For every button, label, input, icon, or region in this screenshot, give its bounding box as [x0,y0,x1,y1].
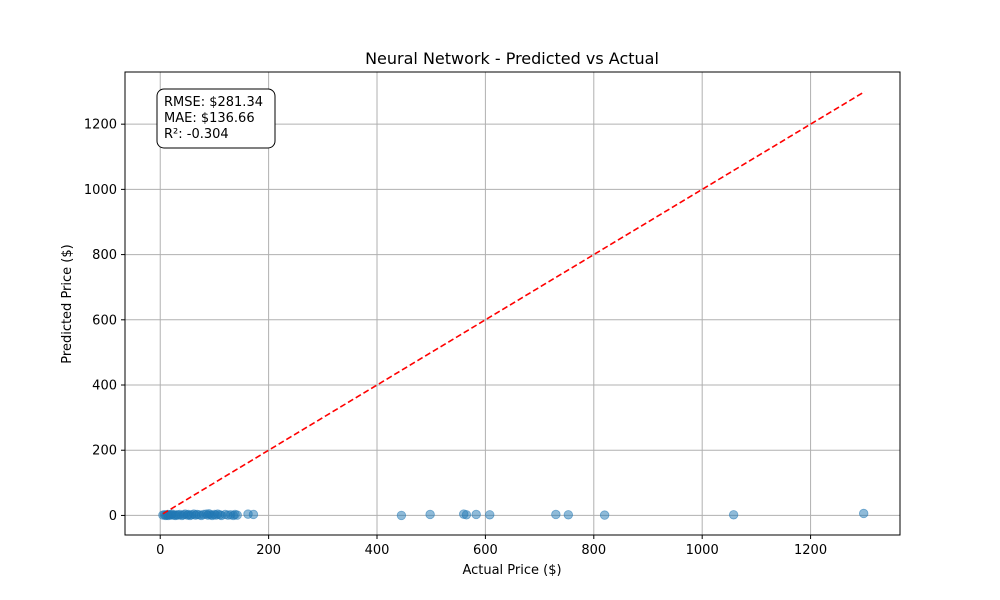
y-axis-label: Predicted Price ($) [60,244,75,363]
data-point [232,510,242,520]
x-tick-label: 0 [156,543,164,558]
data-point [551,509,561,520]
y-tick-label: 600 [92,313,117,328]
data-point [485,510,495,520]
x-axis-ticks: 0 200 400 600 800 1000 1200 [156,535,827,558]
data-point [563,510,574,520]
y-tick-label: 800 [92,248,117,263]
plot-frame [124,71,901,536]
stats-box-frame [156,88,276,149]
data-point [396,510,407,521]
y-tick-label: 200 [92,444,117,459]
stats-box: RMSE: $281.34 MAE: $136.66 R²: -0.304 [156,88,276,149]
data-point [425,509,435,520]
stats-rmse: RMSE: $281.34 [164,95,263,110]
x-tick-label: 800 [581,543,606,558]
y-tick-label: 1200 [84,118,117,133]
y-tick-label: 400 [92,379,117,394]
data-points [158,508,869,521]
data-point [599,510,610,520]
y-axis-ticks: 0 200 400 600 800 1000 1200 [84,118,125,524]
x-axis-label: Actual Price ($) [462,563,561,578]
data-point [728,510,739,520]
y-tick-label: 0 [109,509,117,524]
x-tick-label: 1000 [686,543,719,558]
reference-line [162,90,866,515]
x-tick-label: 600 [473,543,498,558]
data-point [471,509,481,520]
stats-r2: R²: -0.304 [164,127,229,142]
y-tick-label: 1000 [84,183,117,198]
stats-mae: MAE: $136.66 [164,111,255,126]
x-tick-label: 1200 [794,543,827,558]
x-tick-label: 400 [365,543,390,558]
x-tick-label: 200 [256,543,281,558]
chart-title: Neural Network - Predicted vs Actual [365,49,659,68]
data-point [461,510,472,520]
data-point [858,508,869,519]
data-point [248,509,259,520]
